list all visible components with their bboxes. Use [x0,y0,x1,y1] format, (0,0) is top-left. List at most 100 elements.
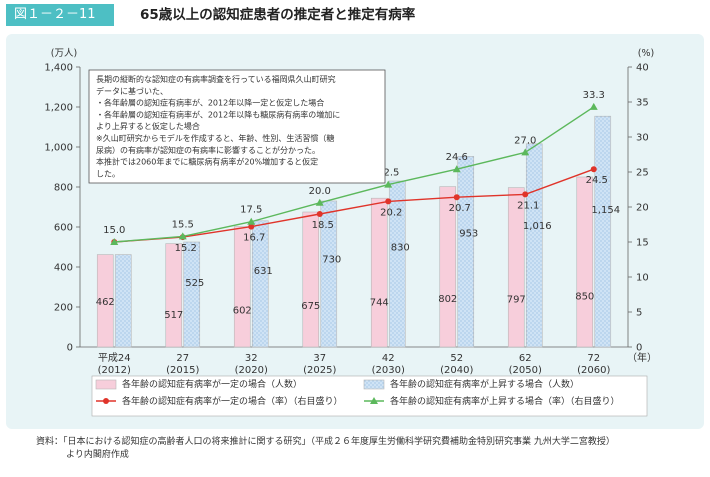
line-rise-label: 15.0 [103,225,125,236]
bar-const [439,186,457,348]
bar-const-label: 850 [575,291,594,302]
line-rise-point [315,198,324,206]
note-line: 本推計では2060年までに糖尿病有病率が20%増加すると仮定 [96,157,318,167]
x-tick-label: 32 [245,353,258,364]
y-left-unit: (万人) [51,48,77,59]
bar-const [165,243,183,348]
legend-marker-line-rise [370,397,378,404]
line-const-label: 24.5 [586,175,608,186]
line-rise-label: 22.5 [377,168,399,179]
x-tick-label: 平成24 [98,352,131,364]
bar-rise [388,180,406,348]
note-line: 長期の縦断的な認知症の有病率調査を行っている福岡県久山町研究 [96,74,336,84]
legend-marker-line-const [103,398,109,404]
note-line: 尿病）の有病率が認知症の有病率に影響することが分かった。 [96,145,320,155]
line-const-label: 21.1 [517,200,539,211]
line-rise-point [452,165,461,173]
x-tick-sublabel: (2012) [98,365,131,376]
line-rise-point [589,102,598,110]
note-line: ・各年齢層の認知症有病率が、2012年以降も糖尿病有病率の増加に [96,109,340,119]
line-rise-point [384,180,393,188]
x-tick-label: 62 [519,353,532,364]
y-right-tick-label: 0 [636,343,642,354]
x-tick-sublabel: (2025) [303,365,336,376]
bar-const [507,187,525,348]
y-right-unit: (%) [638,48,654,59]
bar-rise [457,156,475,348]
legend-label-bar-rise: 各年齢の認知症有病率が上昇する場合（人数） [390,378,579,390]
bar-rise [594,115,612,348]
y-left-tick-label: 200 [54,303,73,314]
legend-label-bar-const: 各年齢の認知症有病率が一定の場合（人数） [122,378,302,390]
bar-rise-label: 953 [459,228,478,239]
bar-const [370,197,388,348]
bar-rise-label: 631 [254,266,273,277]
line-const-label: 20.7 [449,203,471,214]
y-left-tick-label: 1,400 [44,63,73,74]
bar-rise [183,241,201,348]
bar-rise [251,220,269,348]
bar-rise [114,254,132,348]
x-tick-sublabel: (2050) [509,365,542,376]
x-tick-sublabel: (2020) [235,365,268,376]
bar-const [233,226,251,348]
bar-const-label: 802 [438,294,457,305]
line-const-point [248,223,255,230]
bar-rise [525,143,543,348]
line-rise-point [247,217,256,225]
y-right-tick-label: 25 [636,168,649,179]
line-const-point [590,166,597,173]
source-note: 資料：「日本における認知症の高齢者人口の将来推計に関する研究」（平成２６年度厚生… [36,436,696,462]
figure-label: 図１－２－11 [6,4,114,26]
bar-const [96,254,114,348]
y-right-tick-label: 5 [636,308,642,319]
y-right-tick-label: 35 [636,98,649,109]
legend-label-line-const: 各年齢の認知症有病率が一定の場合（率）（右目盛り） [122,395,343,407]
line-rise-label: 27.0 [514,135,536,146]
x-tick-label: 52 [450,353,463,364]
line-rise-label: 33.3 [583,90,605,101]
x-tick-label: 27 [176,353,189,364]
y-left-tick-label: 400 [54,263,73,274]
x-tick-label: 72 [587,353,600,364]
figure-header: 図１－２－11 65歳以上の認知症患者の推定者と推定有病率 [0,0,710,30]
y-right-tick-label: 40 [636,63,649,74]
bar-const-label: 517 [164,310,183,321]
line-rise-label: 15.5 [172,219,194,230]
line-const-label: 18.5 [312,220,334,231]
bar-const [302,211,320,348]
bar-rise-label: 830 [391,243,410,254]
y-left-tick-label: 600 [54,223,73,234]
line-const-label: 16.7 [243,233,265,244]
y-left-tick-label: 1,000 [44,143,73,154]
line-const-point [316,211,323,217]
x-tick-sublabel: (2015) [166,365,199,376]
bar-rise-label: 730 [322,254,341,265]
note-line: ・各年齢層の認知症有病率が、2012年以降一定と仮定した場合 [96,98,324,108]
line-rise-line [114,106,595,243]
y-left-tick-label: 0 [67,343,73,354]
x-tick-sublabel: (2040) [440,365,473,376]
line-rise-point [178,232,187,240]
y-right-tick-label: 15 [636,238,649,249]
x-tick-sublabel: (2030) [372,365,405,376]
line-const-point [522,191,529,198]
y-left-tick-label: 800 [54,183,73,194]
legend-label-line-rise: 各年齢の認知症有病率が上昇する場合（率）（右目盛り） [390,395,620,407]
note-line: データに基づいた、 [96,86,168,96]
bar-const-label: 462 [96,297,115,308]
line-rise-label: 24.6 [446,152,468,163]
source-line-1: 資料：「日本における認知症の高齢者人口の将来推計に関する研究」（平成２６年度厚生… [36,437,615,447]
bar-rise-label: 1,154 [591,205,620,216]
line-const-point [385,198,392,205]
legend-swatch-bar-const [95,379,117,390]
note-line: より上昇すると仮定した場合 [96,121,200,131]
legend-swatch-bar-rise [363,379,385,390]
line-rise-point [521,148,530,156]
x-unit: （年） [627,351,657,364]
note-box [88,69,386,184]
line-const-point [453,194,460,201]
figure-title: 65歳以上の認知症患者の推定者と推定有病率 [140,7,416,23]
bar-const-label: 602 [233,305,252,316]
